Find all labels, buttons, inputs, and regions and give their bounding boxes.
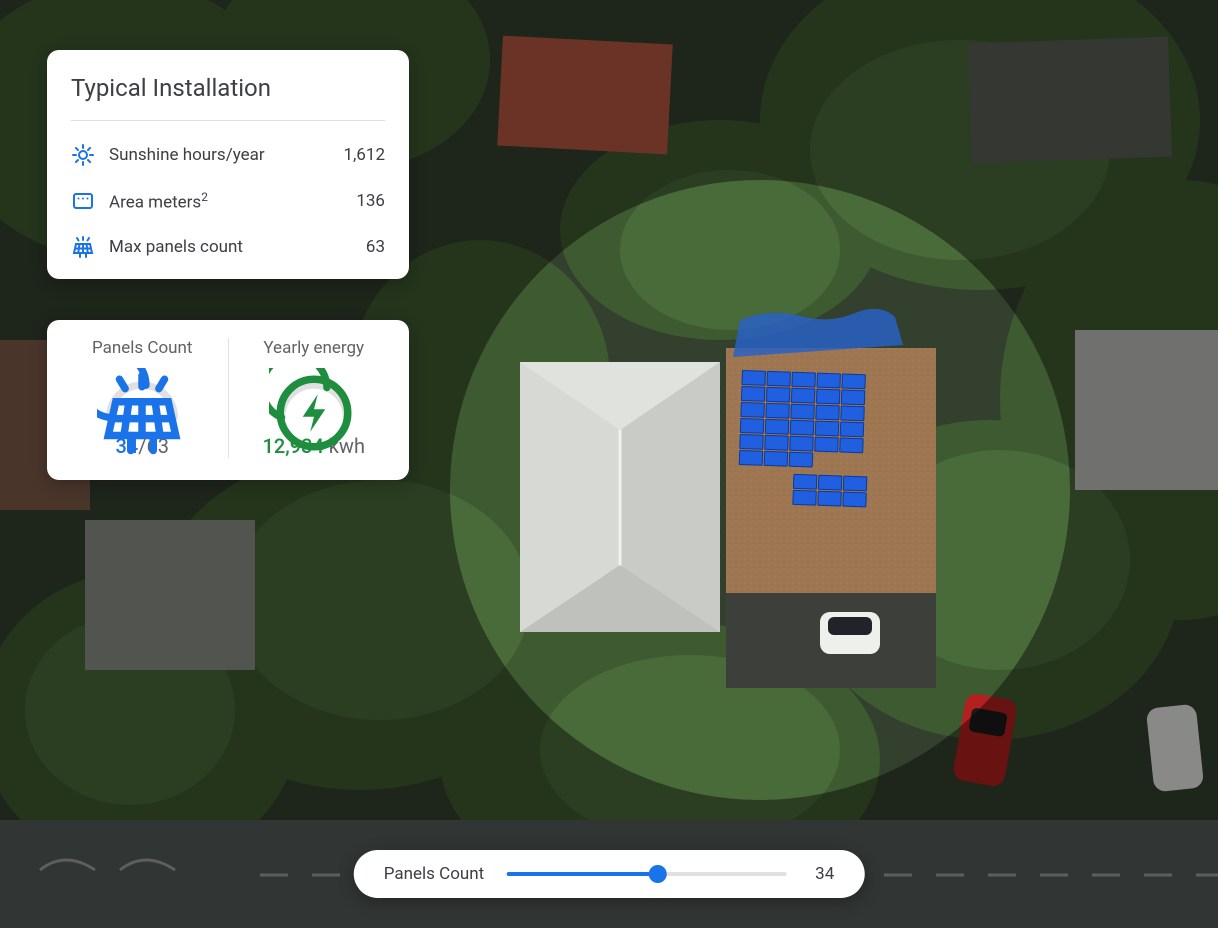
panels-slider[interactable] (506, 872, 786, 876)
panel-icon (71, 235, 95, 259)
metric-row: Max panels count 63 (71, 235, 385, 259)
gauge-energy-title: Yearly energy (229, 338, 400, 358)
card-title: Typical Installation (71, 74, 385, 121)
slider-value: 34 (808, 864, 834, 884)
metric-label: Area meters2 (109, 190, 342, 213)
gauge-energy: Yearly energy 12,934 kwh (228, 338, 400, 458)
gauge-panels-title: Panels Count (57, 338, 228, 358)
area-icon (71, 189, 95, 213)
bolt-icon (303, 400, 325, 422)
slider-label: Panels Count (384, 864, 485, 884)
metric-label: Max panels count (109, 237, 352, 257)
metric-value: 63 (366, 237, 385, 257)
gauges-card: Panels Count 34/63 Yearly energy 12,934 … (47, 320, 409, 480)
metric-value: 136 (356, 191, 385, 211)
gauge-panels: Panels Count 34/63 (57, 338, 228, 458)
metric-row: Area meters2 136 (71, 189, 385, 213)
typical-installation-card: Typical Installation Sunshine hours/year… (47, 50, 409, 279)
sun-icon (71, 143, 95, 167)
metric-value: 1,612 (343, 145, 385, 165)
panel-icon (131, 400, 153, 422)
slider-thumb[interactable] (648, 865, 666, 883)
panels-slider-pill: Panels Count 34 (354, 850, 865, 898)
metric-label: Sunshine hours/year (109, 145, 329, 165)
metric-row: Sunshine hours/year 1,612 (71, 143, 385, 167)
